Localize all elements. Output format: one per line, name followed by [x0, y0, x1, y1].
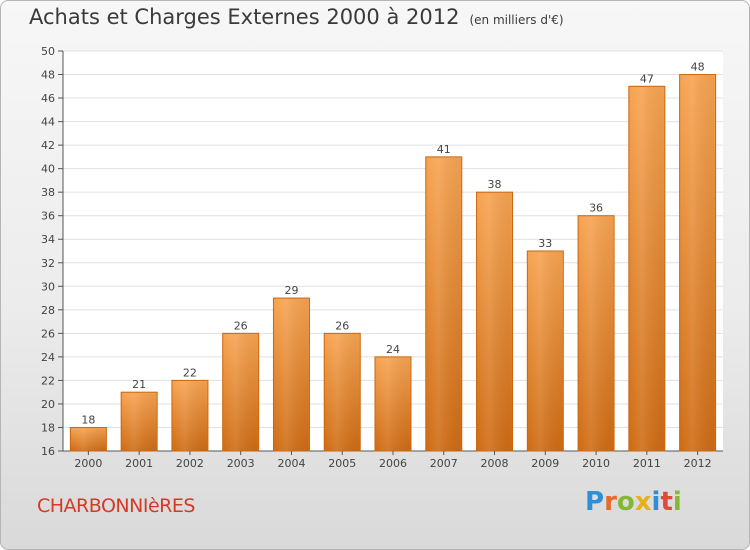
chart-subtitle: (en milliers d'€): [469, 13, 564, 27]
plot-area: 16 18 20 22 24 26 28 30 32 34 36 38 40 42 44 46 48 50 18 20…: [41, 45, 723, 470]
bar-highlight: [325, 334, 360, 451]
x-tick-label: 2004: [277, 457, 305, 470]
proxiti-logo: Proxiti: [585, 487, 682, 517]
x-tick-label: 2010: [582, 457, 610, 470]
x-tick-label: 2007: [430, 457, 458, 470]
data-label: 47: [640, 72, 654, 85]
y-tick-label: 30: [41, 280, 55, 293]
logo-letter: x: [634, 487, 652, 517]
logo-letter: t: [660, 487, 673, 517]
chart-title: Achats et Charges Externes 2000 à 2012 (e…: [29, 5, 564, 29]
bar-highlight: [528, 252, 563, 451]
bar-highlight: [629, 87, 664, 451]
data-label: 26: [234, 319, 248, 332]
bar-highlight: [71, 428, 106, 451]
y-tick-label: 40: [41, 163, 55, 176]
x-tick-label: 2001: [125, 457, 153, 470]
x-tick-label: 2005: [328, 457, 356, 470]
logo-letter: o: [616, 487, 635, 517]
y-tick-label: 38: [41, 186, 55, 199]
x-tick-label: 2003: [227, 457, 255, 470]
data-label: 26: [335, 319, 349, 332]
bar-highlight: [477, 193, 512, 452]
data-label: 22: [183, 366, 197, 379]
bar-highlight: [172, 381, 207, 451]
y-tick-label: 44: [41, 116, 55, 129]
y-tick-label: 24: [41, 351, 55, 364]
y-tick-label: 20: [41, 398, 55, 411]
bar-highlight: [426, 157, 461, 451]
y-tick-label: 18: [41, 421, 55, 434]
logo-letter: i: [651, 487, 661, 517]
data-label: 33: [538, 237, 552, 250]
commune-name: CHARBONNIèRES: [37, 495, 195, 517]
data-label: 18: [81, 413, 95, 426]
bar-highlight: [376, 357, 410, 451]
y-tick-label: 50: [41, 45, 55, 58]
bar-highlight: [274, 299, 309, 451]
y-tick-label: 16: [41, 445, 55, 458]
chart-title-text: Achats et Charges Externes 2000 à 2012: [29, 5, 460, 29]
x-tick-label: 2008: [481, 457, 509, 470]
y-tick-label: 22: [41, 374, 55, 387]
y-tick-label: 42: [41, 139, 55, 152]
y-tick-label: 34: [41, 233, 55, 246]
data-label: 41: [437, 143, 451, 156]
data-label: 38: [488, 178, 502, 191]
x-tick-label: 2002: [176, 457, 204, 470]
bar-highlight: [680, 75, 715, 451]
y-tick-label: 48: [41, 69, 55, 82]
x-tick-label: 2012: [684, 457, 712, 470]
x-tick-label: 2009: [531, 457, 559, 470]
bar-highlight: [122, 393, 157, 451]
x-tick-label: 2006: [379, 457, 407, 470]
y-tick-label: 26: [41, 327, 55, 340]
data-label: 48: [691, 61, 705, 74]
data-label: 29: [284, 284, 298, 297]
data-label: 24: [386, 343, 400, 356]
x-tick-label: 2000: [74, 457, 102, 470]
logo-letter: r: [604, 487, 617, 517]
bar-highlight: [579, 216, 614, 451]
bar-highlight: [223, 334, 258, 451]
x-tick-label: 2011: [633, 457, 661, 470]
logo-letter: P: [585, 487, 605, 517]
y-tick-label: 28: [41, 304, 55, 317]
y-tick-label: 36: [41, 210, 55, 223]
y-tick-label: 46: [41, 92, 55, 105]
data-label: 21: [132, 378, 146, 391]
logo-letter: i: [672, 487, 682, 517]
data-label: 36: [589, 202, 603, 215]
y-tick-label: 32: [41, 257, 55, 270]
